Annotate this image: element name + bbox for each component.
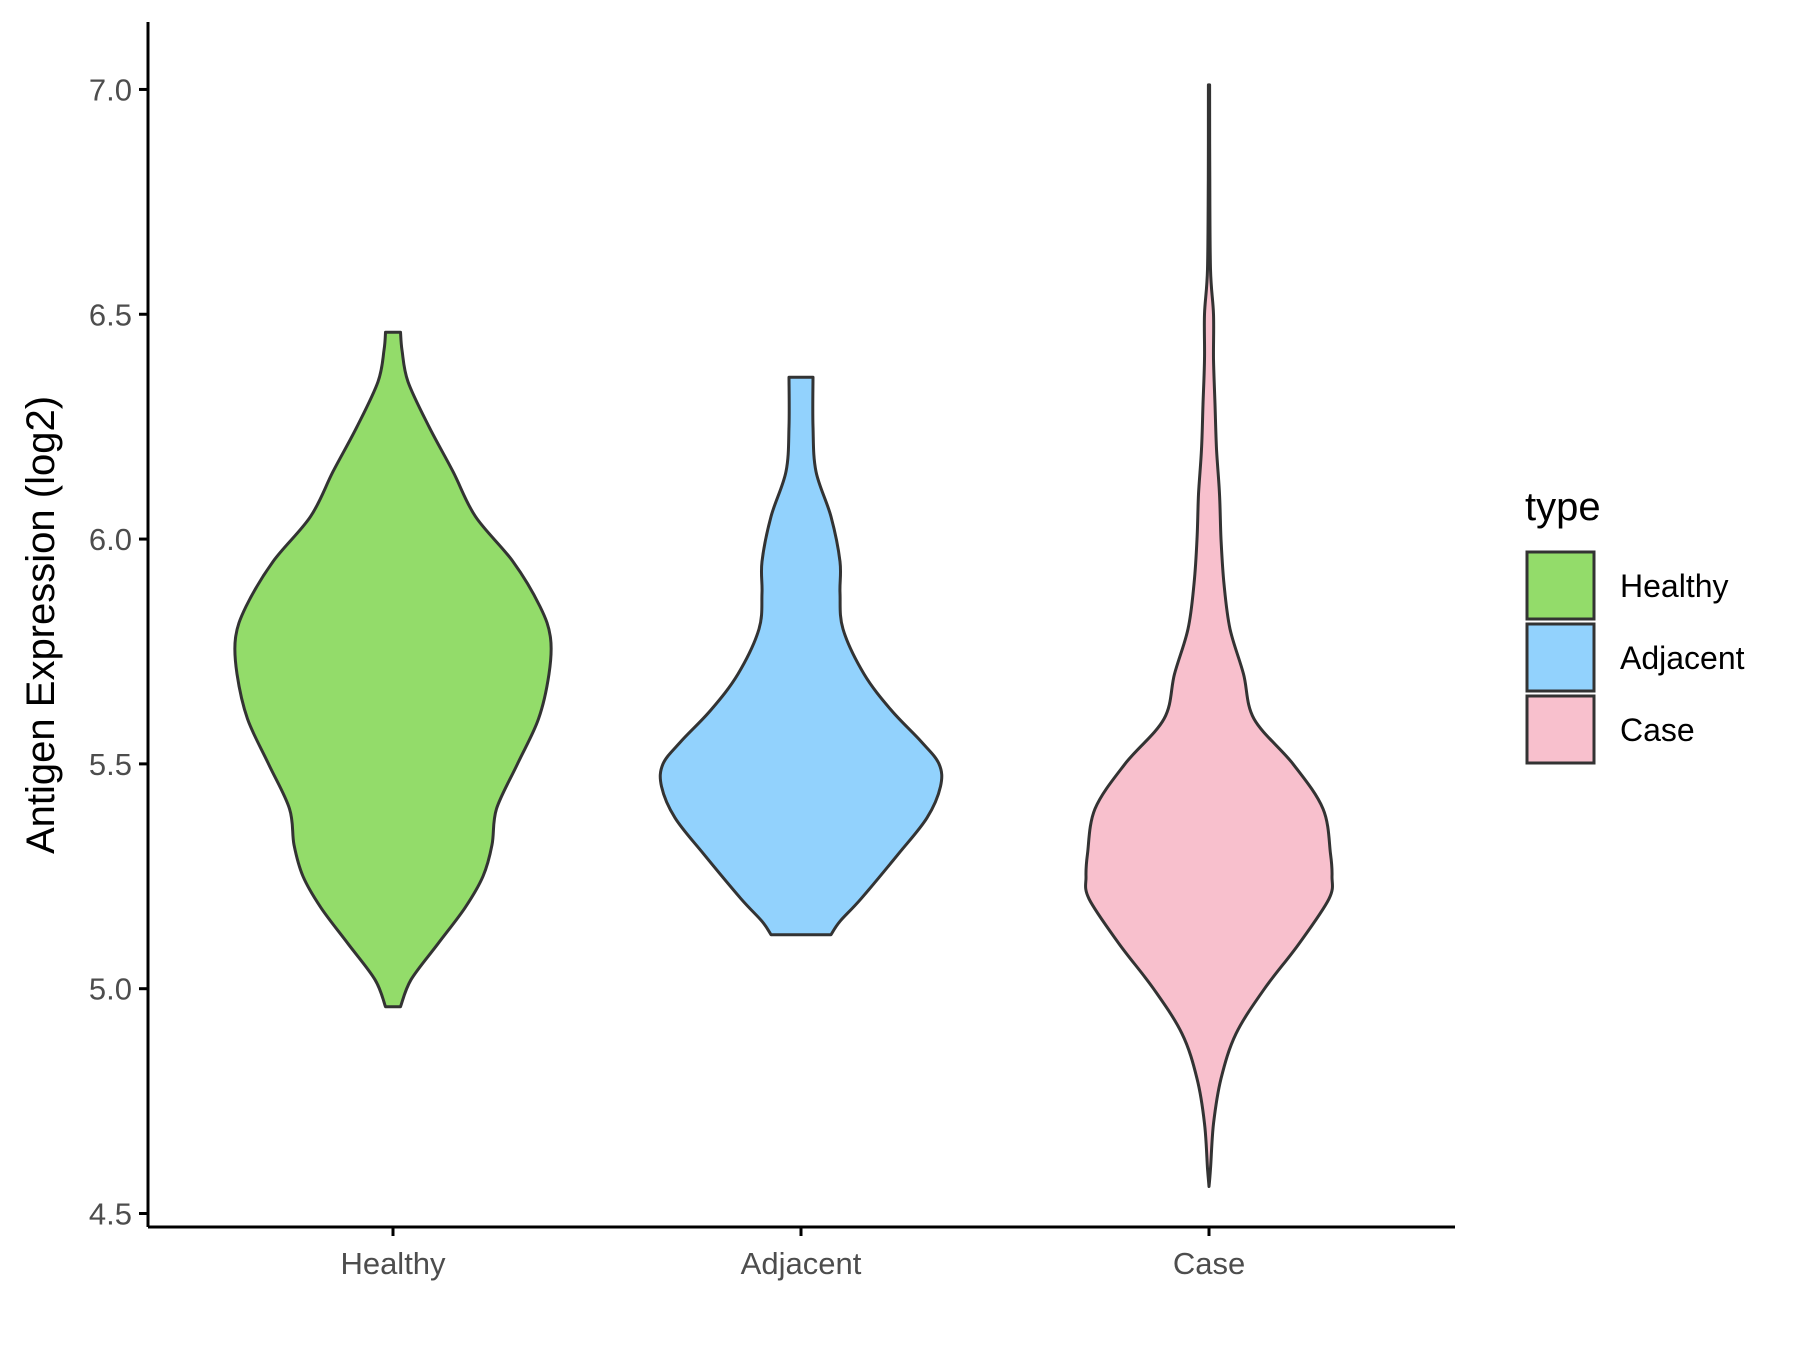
x-tick-label: Adjacent <box>741 1246 862 1281</box>
violin-case <box>1084 83 1334 1188</box>
y-axis-title: Antigen Expression (log2) <box>19 396 63 854</box>
legend-label-case: Case <box>1620 712 1695 748</box>
y-tick-label: 5.5 <box>89 747 132 782</box>
y-tick-label: 6.5 <box>89 297 132 332</box>
x-tick-group: Healthy Adjacent Case <box>340 1227 1245 1281</box>
y-tick-label: 5.0 <box>89 972 132 1007</box>
legend-items: Healthy Adjacent Case <box>1525 550 1745 765</box>
violin-healthy <box>233 330 553 1009</box>
x-tick-label: Healthy <box>340 1246 446 1281</box>
legend-swatch-case <box>1525 694 1596 765</box>
x-tick-label: Case <box>1173 1246 1245 1281</box>
y-tick-label: 6.0 <box>89 522 132 557</box>
y-tick-group: 4.5 5.0 5.5 6.0 6.5 7.0 <box>89 72 148 1232</box>
legend-title: type <box>1525 485 1601 529</box>
violin-group <box>233 83 1334 1188</box>
legend-swatch-adjacent <box>1525 622 1596 693</box>
y-tick-label: 4.5 <box>89 1197 132 1232</box>
y-tick-label: 7.0 <box>89 72 132 107</box>
legend-label-adjacent: Adjacent <box>1620 640 1745 676</box>
violin-adjacent <box>658 375 944 937</box>
legend-label-healthy: Healthy <box>1620 568 1729 604</box>
legend-swatch-healthy <box>1525 550 1596 621</box>
legend: type Healthy Adjacent Case <box>1525 485 1745 765</box>
